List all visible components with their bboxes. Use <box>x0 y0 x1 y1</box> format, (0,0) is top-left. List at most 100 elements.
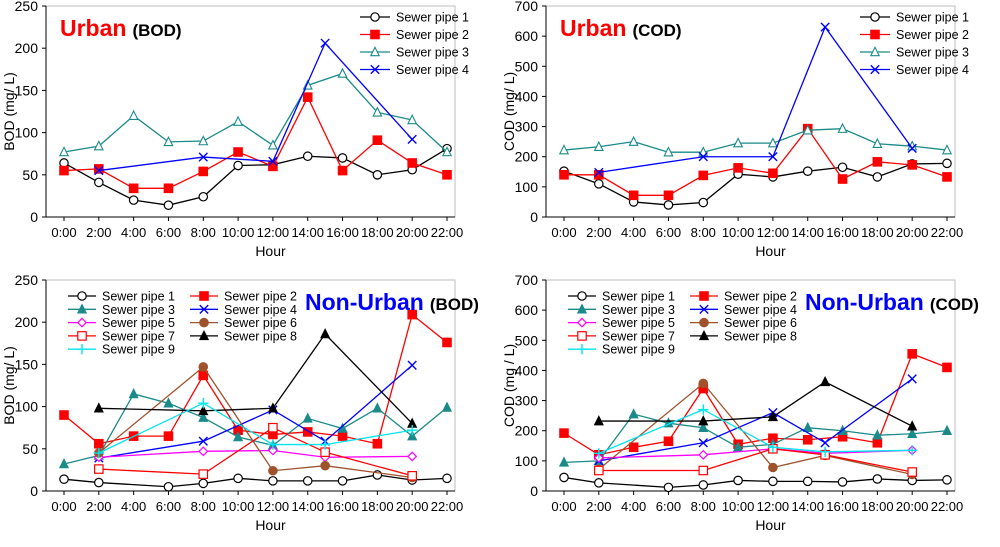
data-point <box>767 410 778 422</box>
legend-label: Sewer pipe 5 <box>102 316 175 330</box>
data-point <box>407 309 417 320</box>
data-point <box>906 445 918 456</box>
legend-item-sewer-pipe-2: Sewer pipe 2 <box>190 290 297 304</box>
data-point <box>59 165 69 176</box>
x-tick-label: 4:00 <box>121 225 146 240</box>
data-point <box>907 374 917 384</box>
legend-label: Sewer pipe 6 <box>224 316 297 330</box>
data-point <box>93 402 104 413</box>
data-point <box>233 473 243 484</box>
y-axis-title: BOD (mg/ L) <box>1 346 17 425</box>
data-point <box>302 427 313 437</box>
series-line <box>63 95 448 189</box>
series-line <box>563 353 948 456</box>
data-point <box>594 167 604 178</box>
y-tick-label: 250 <box>15 274 39 288</box>
x-tick-label: 20:00 <box>396 225 429 240</box>
y-tick-label: 250 <box>15 0 39 14</box>
y-tick-label: 500 <box>515 58 539 74</box>
legend-label: Sewer pipe 4 <box>724 303 797 317</box>
data-point <box>128 183 139 194</box>
data-point <box>872 157 883 167</box>
data-point <box>407 134 417 145</box>
data-point <box>198 191 209 202</box>
series-sewer-pipe-3 <box>58 67 453 157</box>
legend-marker <box>576 303 588 314</box>
data-point <box>267 402 278 413</box>
x-tick-label: 14:00 <box>791 225 824 240</box>
data-point <box>198 166 209 177</box>
legend-marker <box>870 12 880 22</box>
data-point <box>233 431 244 442</box>
data-point <box>594 465 604 476</box>
y-tick-label: 700 <box>515 0 539 14</box>
x-tick-label: 22:00 <box>431 225 464 240</box>
legend-marker <box>76 317 88 328</box>
y-tick-label: 0 <box>30 209 38 225</box>
x-tick-label: 16:00 <box>826 499 859 514</box>
series-sewer-pipe-4 <box>94 38 417 176</box>
series-sewer-pipe-2 <box>559 123 952 201</box>
legend-label: Sewer pipe 3 <box>396 46 469 60</box>
y-tick-label: 50 <box>22 441 38 457</box>
data-point <box>907 143 917 153</box>
legend-item-sewer-pipe-4: Sewer pipe 4 <box>690 303 797 317</box>
data-point <box>337 431 348 441</box>
x-tick-label: 10:00 <box>222 225 255 240</box>
data-point <box>58 458 70 469</box>
x-tick-label: 14:00 <box>291 499 324 514</box>
legend-label: Sewer pipe 9 <box>602 343 675 357</box>
legend-item-sewer-pipe-6: Sewer pipe 6 <box>190 316 297 330</box>
x-tick-label: 0:00 <box>551 225 576 240</box>
legend-label: Sewer pipe 5 <box>602 316 675 330</box>
data-point <box>767 137 778 148</box>
series-sewer-pipe-2 <box>59 92 452 194</box>
data-point <box>698 480 709 490</box>
data-point <box>558 456 570 467</box>
legend-item-sewer-pipe-5: Sewer pipe 5 <box>68 316 175 330</box>
series-line <box>98 365 413 479</box>
x-tick-label: 20:00 <box>396 499 429 514</box>
legend-marker <box>870 64 880 75</box>
series-sewer-pipe-4 <box>94 360 417 463</box>
x-tick-label: 8:00 <box>691 499 716 514</box>
data-point <box>698 449 709 460</box>
legend-marker <box>369 46 381 57</box>
data-point <box>559 170 569 180</box>
series-line <box>63 313 448 445</box>
legend-label: Sewer pipe 4 <box>896 63 969 77</box>
data-point <box>819 446 831 458</box>
y-tick-label: 600 <box>515 302 539 318</box>
data-point <box>198 152 208 162</box>
data-point <box>198 478 209 489</box>
legend-item-sewer-pipe-3: Sewer pipe 3 <box>360 46 469 60</box>
data-point <box>163 135 174 147</box>
data-point <box>59 410 69 420</box>
chart-title: Non-Urban (COD) <box>805 289 979 315</box>
data-point <box>628 190 639 201</box>
legend-label: Sewer pipe 2 <box>896 28 969 42</box>
data-point <box>442 170 452 180</box>
legend-item-sewer-pipe-1: Sewer pipe 1 <box>568 290 675 304</box>
series-sewer-pipe-1 <box>59 143 452 210</box>
data-point <box>407 430 418 441</box>
y-tick-label: 200 <box>515 423 539 439</box>
data-point <box>407 114 418 125</box>
x-tick-label: 2:00 <box>86 225 111 240</box>
legend-marker <box>699 317 709 328</box>
y-tick-label: 50 <box>22 167 38 183</box>
data-point <box>198 135 209 146</box>
data-point <box>407 471 417 481</box>
legend-item-sewer-pipe-4: Sewer pipe 4 <box>360 63 469 77</box>
y-tick-label: 100 <box>15 399 39 415</box>
data-point <box>628 408 639 419</box>
data-point <box>733 163 743 173</box>
x-tick-label: 12:00 <box>757 225 790 240</box>
x-tick-label: 18:00 <box>361 499 394 514</box>
legend-marker <box>699 291 709 301</box>
y-tick-label: 200 <box>15 40 39 56</box>
data-point <box>698 438 708 448</box>
data-point <box>907 349 917 359</box>
data-point <box>942 158 952 169</box>
